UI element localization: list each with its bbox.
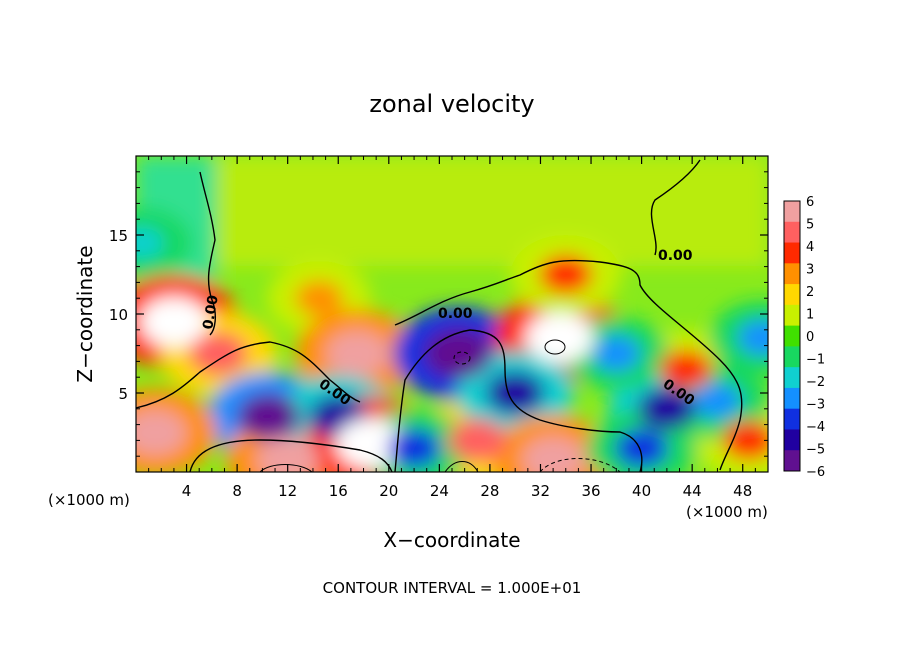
x-tick-label: 48 (733, 482, 752, 500)
colorbar-swatch (784, 221, 800, 244)
x-tick-label: 32 (531, 482, 550, 500)
field-core (387, 428, 441, 468)
x-tick-label: 12 (278, 482, 297, 500)
colorbar-label: −3 (806, 398, 825, 413)
field-core (136, 409, 187, 456)
contour-label: 0.00 (200, 294, 222, 331)
x-tick-label: 44 (683, 482, 702, 500)
x-tick-label: 4 (182, 482, 192, 500)
colorbar-label: 0 (806, 330, 814, 345)
plot-area: 0.00 0.00 0.00 0.00 0.00 4 8 12 16 20 24 28 32 3… (109, 155, 769, 500)
x-axis-label: X−coordinate (383, 528, 520, 552)
field-core (295, 280, 344, 316)
field-core (139, 296, 209, 348)
zero-contours (136, 159, 743, 472)
colorbar-label: −4 (806, 420, 825, 435)
x-tick-label: 40 (632, 482, 651, 500)
field-core (521, 435, 585, 472)
field-core (335, 418, 405, 469)
z-tick-label: 15 (109, 227, 128, 245)
field-core (659, 349, 713, 389)
contour-loop (544, 339, 566, 355)
colorbar-swatch (784, 304, 800, 327)
zero-contour-line (394, 329, 643, 472)
zero-contour-line (199, 171, 217, 336)
field-core (325, 330, 389, 377)
contour-loop (453, 351, 471, 365)
z-axis-label: Z−coordinate (73, 245, 97, 382)
x-unit-label-right: (×1000 m) (686, 503, 768, 521)
x-tick-label: 36 (581, 482, 600, 500)
colorbar-label: 4 (806, 240, 814, 255)
field-core (486, 371, 545, 415)
x-axis-ticks: 4 8 12 16 20 24 28 32 36 40 44 48 (148, 156, 756, 500)
contour-interval-note: CONTOUR INTERVAL = 1.000E+01 (323, 579, 582, 597)
contour-arc (444, 461, 479, 472)
colorbar-label: −6 (806, 465, 825, 480)
x-tick-label: 24 (430, 482, 449, 500)
velocity-field (136, 156, 768, 472)
contour-label: 0.00 (438, 306, 473, 322)
x-tick-label: 16 (329, 482, 348, 500)
x-tick-label: 28 (480, 482, 499, 500)
colorbar-label: 6 (806, 195, 814, 210)
contour-arc (259, 464, 313, 472)
field-core (525, 312, 594, 364)
x-unit-label-left: (×1000 m) (48, 491, 130, 509)
field-core (592, 335, 641, 372)
colorbar-label: 1 (806, 308, 814, 323)
field-core (615, 428, 668, 468)
field-core (737, 320, 768, 356)
field-core (693, 383, 742, 419)
zero-contour-line (136, 341, 361, 409)
colorbar-label: 5 (806, 218, 814, 233)
upper-band (136, 156, 768, 266)
colorbar-label: 3 (806, 263, 814, 278)
contour-label: 0.00 (658, 248, 693, 264)
field-core (237, 393, 301, 441)
colorbar-swatch (784, 263, 800, 285)
colorbar-swatch (784, 450, 800, 472)
zero-contour-line (394, 259, 743, 471)
zero-contour-line (650, 159, 701, 256)
colorbar-label: −5 (806, 443, 825, 458)
colorbar-swatch (784, 325, 800, 347)
field-core (539, 254, 593, 295)
colorbar-swatch (784, 387, 800, 410)
colorbar-swatch (784, 284, 800, 306)
colorbar-swatch (784, 367, 800, 389)
colorbar-swatch (784, 346, 800, 368)
colorbar-label: −2 (806, 375, 825, 390)
z-axis-ticks: 5 10 15 (109, 171, 768, 457)
x-tick-label: 20 (379, 482, 398, 500)
colorbar-swatch (784, 201, 800, 223)
contour-arc (539, 458, 621, 472)
field-core (256, 435, 320, 472)
colorbar-label: 2 (806, 285, 814, 300)
z-tick-label: 10 (109, 306, 128, 324)
field-core (722, 420, 768, 460)
zero-contour-line (189, 439, 393, 472)
z-tick-label: 5 (118, 385, 128, 403)
field-core (637, 387, 696, 431)
chart-title: zonal velocity (369, 90, 534, 118)
field-core (189, 332, 248, 375)
colorbar-frame (783, 200, 801, 472)
colorbar-swatch (784, 242, 800, 264)
colorbar-swatch (784, 408, 800, 430)
colorbar: 6 5 4 3 2 1 0 −1 −2 −3 −4 −5 −6 (783, 195, 825, 480)
colorbar-label: −1 (806, 353, 825, 368)
colorbar-swatch (784, 429, 800, 451)
field-core (424, 328, 493, 379)
x-tick-label: 8 (232, 482, 242, 500)
field-core (448, 418, 507, 462)
